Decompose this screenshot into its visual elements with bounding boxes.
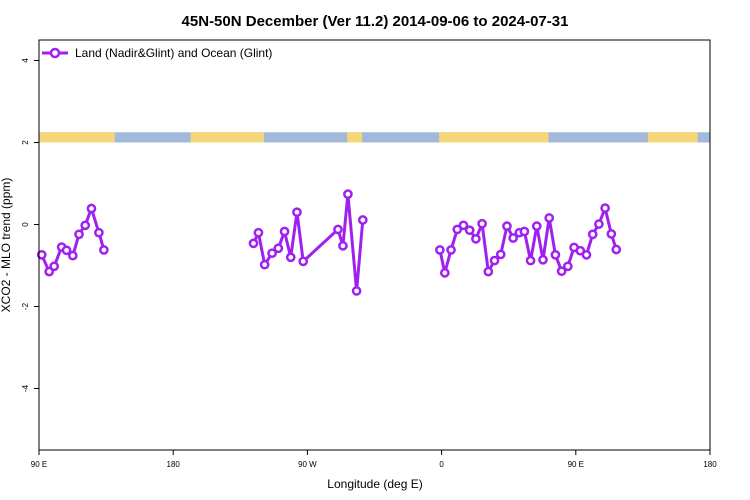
y-axis-label: XCO2 - MLO trend (ppm) <box>0 178 13 313</box>
series-line <box>40 207 106 274</box>
data-point <box>538 254 548 265</box>
data-point <box>464 225 475 236</box>
data-point <box>259 259 270 270</box>
x-tick-label: 90 E <box>31 460 47 469</box>
series-lines <box>40 192 618 293</box>
x-tick-label: 90 W <box>298 460 317 469</box>
data-point <box>74 229 84 240</box>
data-point <box>508 233 519 243</box>
data-point <box>452 224 463 235</box>
y-tick-label: 0 <box>21 222 30 227</box>
data-point <box>86 203 97 214</box>
data-point <box>544 213 555 223</box>
land-band <box>347 132 363 143</box>
y-tick-label: -4 <box>21 384 30 392</box>
data-point <box>435 245 445 255</box>
data-point <box>292 207 302 218</box>
data-point <box>606 229 617 239</box>
data-point <box>80 220 91 231</box>
data-point <box>587 229 598 240</box>
x-tick-label: 180 <box>167 460 181 469</box>
data-point <box>279 226 290 237</box>
data-point <box>495 249 506 260</box>
data-point <box>483 266 494 277</box>
series-points <box>36 189 622 296</box>
data-point <box>446 245 456 255</box>
data-point <box>477 218 487 229</box>
x-tick-label: 0 <box>439 460 444 469</box>
x-tick-label: 180 <box>703 460 717 469</box>
data-point <box>67 250 78 261</box>
data-point <box>253 227 264 238</box>
data-point <box>556 266 567 277</box>
data-point <box>575 245 586 256</box>
data-point <box>519 226 530 237</box>
data-point <box>594 219 604 229</box>
data-point <box>273 243 284 254</box>
data-point <box>99 245 109 255</box>
y-tick-label: -2 <box>21 302 30 310</box>
x-axis-label: Longitude (deg E) <box>327 477 422 491</box>
data-point <box>333 224 343 235</box>
land-ocean-strip <box>39 132 710 143</box>
data-point <box>248 238 259 249</box>
y-tick-label: 4 <box>21 58 30 63</box>
data-point <box>611 244 622 255</box>
data-point <box>600 203 610 213</box>
legend-marker-swatch <box>49 47 61 59</box>
chart-title: 45N-50N December (Ver 11.2) 2014-09-06 t… <box>182 13 569 30</box>
land-band <box>439 132 549 143</box>
data-point <box>562 261 573 272</box>
data-point <box>458 220 469 231</box>
data-point <box>94 227 104 238</box>
data-point <box>581 249 592 260</box>
ocean-band <box>39 132 710 143</box>
land-band <box>647 132 698 143</box>
data-point <box>471 234 481 244</box>
data-point <box>502 221 512 231</box>
y-axis-ticks: -4 -2 0 2 4 <box>21 58 39 392</box>
land-band <box>56 132 72 143</box>
legend-entry: Land (Nadir&Glint) and Ocean (Glint) <box>75 46 272 60</box>
data-point <box>550 249 561 260</box>
data-point <box>357 215 368 225</box>
land-band <box>39 132 115 143</box>
legend: Land (Nadir&Glint) and Ocean (Glint) <box>42 46 272 60</box>
data-point <box>531 221 542 231</box>
x-axis-ticks: 90 E 180 90 W 0 90 E 180 <box>31 450 717 469</box>
data-point <box>489 255 500 266</box>
data-point <box>525 255 536 266</box>
data-point <box>36 249 47 260</box>
data-point <box>338 240 348 251</box>
plot-frame <box>38 39 711 451</box>
data-point <box>343 189 353 200</box>
data-point <box>351 286 362 296</box>
x-tick-label: 90 E <box>568 460 584 469</box>
data-point <box>267 248 277 259</box>
y-tick-label: 2 <box>21 140 30 145</box>
data-point <box>285 252 296 263</box>
data-point <box>61 245 72 256</box>
data-point <box>49 261 60 272</box>
data-point <box>298 256 309 267</box>
land-band <box>190 132 264 143</box>
data-point <box>439 268 450 278</box>
